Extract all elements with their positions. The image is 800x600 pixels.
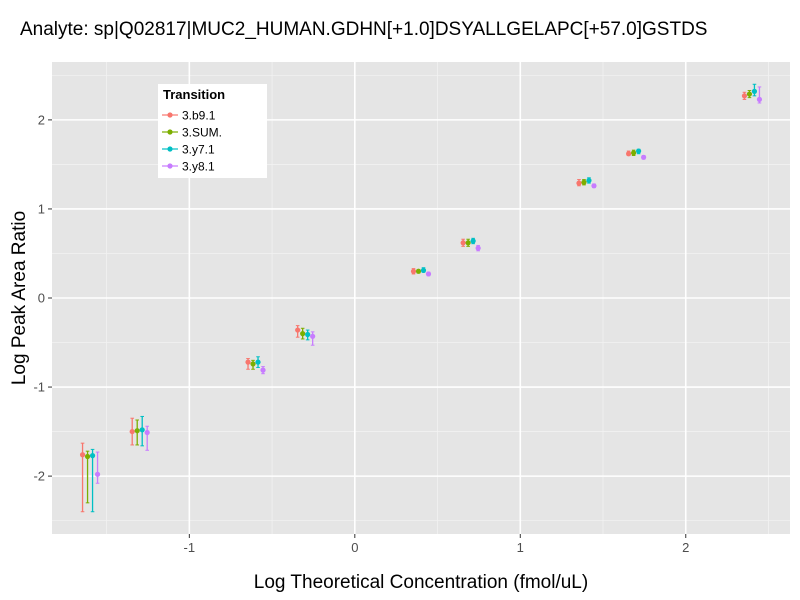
legend-item: 3.SUM.	[162, 126, 222, 140]
legend-items: 3.b9.1 3.SUM. 3.y7.1 3.y8.1	[162, 109, 222, 174]
legend-title: Transition	[163, 87, 225, 102]
data-point	[255, 359, 261, 365]
data-point	[465, 240, 471, 246]
data-point	[144, 429, 150, 436]
data-point	[475, 245, 481, 251]
series-3.SUM.	[84, 89, 753, 504]
data-point	[94, 471, 101, 477]
data-point	[84, 453, 91, 460]
data-point	[591, 183, 597, 189]
legend-label: 3.y8.1	[182, 160, 215, 174]
y-tick-label: 1	[38, 201, 45, 216]
legend-key-point	[167, 146, 173, 152]
y-tick-label: -1	[33, 380, 45, 395]
x-tick-label: -1	[184, 540, 196, 555]
data-point	[139, 427, 145, 433]
legend: Transition 3.b9.1 3.SUM. 3.y7.1 3.y8.1	[158, 84, 267, 178]
data-point	[586, 177, 592, 184]
data-point	[134, 428, 140, 434]
legend-label: 3.b9.1	[182, 109, 216, 123]
data-point	[425, 271, 432, 277]
y-tick-label: 2	[38, 112, 45, 127]
data-marks	[79, 83, 763, 513]
y-axis-title: Log Peak Area Ratio	[9, 211, 30, 385]
data-point	[641, 154, 647, 160]
chart-title: Analyte: sp|Q02817|MUC2_HUMAN.GDHN[+1.0]…	[20, 19, 707, 40]
y-tick-label: -2	[33, 469, 45, 484]
series-3.y7.1	[89, 83, 758, 513]
legend-background	[158, 84, 267, 178]
legend-item: 3.y7.1	[162, 143, 215, 157]
x-tick-label: 1	[517, 540, 524, 555]
data-point	[470, 238, 476, 244]
legend-item: 3.b9.1	[162, 109, 216, 123]
data-point	[581, 179, 587, 185]
data-point	[751, 88, 758, 94]
data-point	[245, 359, 251, 365]
data-point	[415, 268, 422, 274]
legend-item: 3.y8.1	[162, 160, 215, 174]
grid-lines	[52, 62, 790, 534]
legend-key-point	[167, 163, 173, 169]
data-point	[576, 180, 582, 186]
legend-label: 3.SUM.	[182, 126, 222, 140]
data-point	[89, 453, 96, 459]
data-point	[305, 331, 311, 338]
data-point	[746, 91, 753, 97]
data-point	[741, 93, 748, 99]
data-point	[260, 367, 266, 373]
data-point	[250, 361, 256, 367]
data-point	[636, 148, 642, 154]
series-3.y8.1	[94, 86, 763, 484]
legend-label: 3.y7.1	[182, 143, 215, 157]
data-point	[420, 267, 427, 273]
legend-key-point	[167, 112, 173, 118]
data-point	[129, 428, 135, 435]
legend-key-point	[167, 129, 173, 135]
axes: -1 0 1 2 -2 -1 0 1 2	[33, 112, 689, 555]
x-axis-title: Log Theoretical Concentration (fmol/uL)	[254, 572, 588, 593]
x-tick-label: 0	[351, 540, 358, 555]
data-point	[300, 331, 306, 337]
data-point	[410, 268, 417, 274]
data-point	[79, 452, 86, 458]
data-point	[295, 327, 301, 333]
data-point	[756, 96, 763, 103]
data-point	[626, 151, 632, 157]
y-tick-label: 0	[38, 291, 45, 306]
data-point	[631, 150, 637, 156]
data-point	[310, 333, 316, 339]
x-tick-label: 2	[682, 540, 689, 555]
series-3.b9.1	[79, 91, 748, 513]
data-point	[460, 240, 466, 246]
